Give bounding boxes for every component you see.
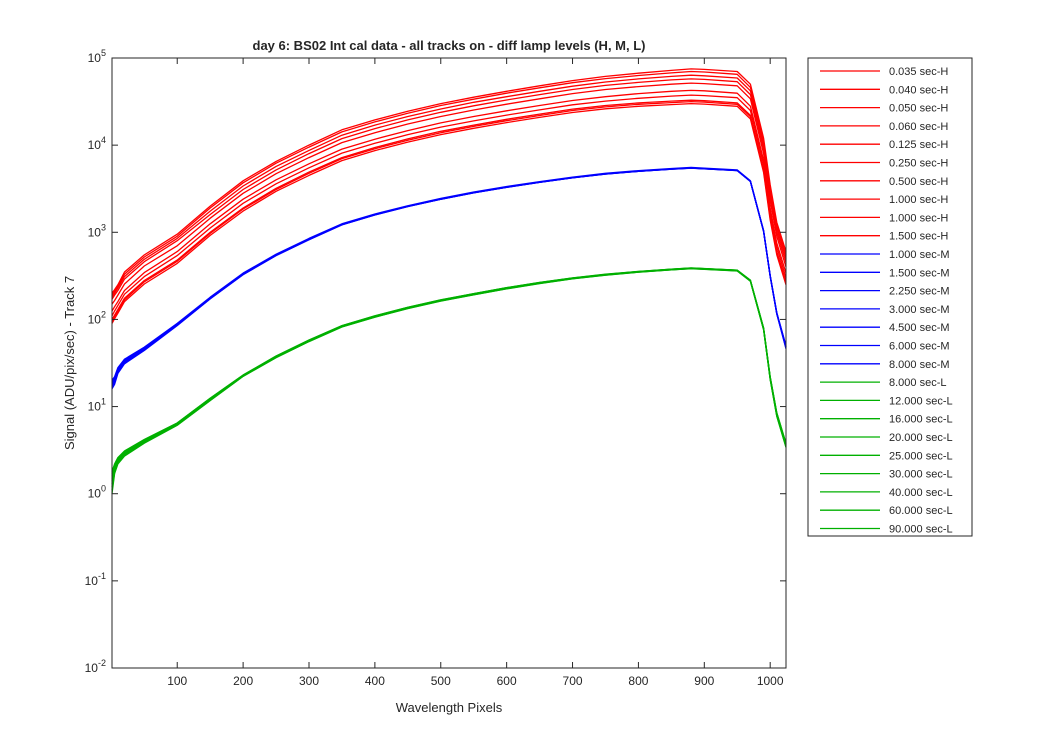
legend-label: 0.500 sec-H	[889, 176, 948, 188]
y-tick-label: 10-2	[85, 658, 106, 675]
y-axis-label: Signal (ADU/pix/sec) - Track 7	[62, 276, 77, 450]
x-tick-label: 300	[299, 674, 319, 688]
x-axis-label: Wavelength Pixels	[396, 700, 503, 715]
legend-label: 40.000 sec-L	[889, 487, 953, 499]
plot-area	[112, 58, 786, 668]
x-tick-label: 400	[365, 674, 385, 688]
legend-label: 90.000 sec-L	[889, 524, 953, 536]
y-tick-label: 102	[88, 309, 106, 326]
axes-layer: 100 200 300 400 500 600 700 800 900 1000 10-2 10-1 1…	[85, 48, 787, 688]
x-tick-label: 500	[431, 674, 451, 688]
legend-label: 20.000 sec-L	[889, 432, 953, 444]
series-line-17	[111, 167, 787, 390]
y-tick-label: 101	[88, 397, 106, 414]
x-tick-label: 800	[628, 674, 648, 688]
series-line-8	[111, 99, 787, 320]
series-layer	[111, 68, 787, 494]
legend-label: 1.000 sec-H	[889, 194, 948, 206]
legend-label: 1.500 sec-H	[889, 231, 948, 243]
x-tick-label: 100	[167, 674, 187, 688]
y-tick-label: 105	[88, 48, 106, 65]
series-line-26	[111, 268, 787, 494]
legend-label: 1.000 sec-M	[889, 249, 950, 261]
legend-label: 0.035 sec-H	[889, 66, 948, 78]
legend-label: 2.250 sec-M	[889, 286, 950, 298]
legend-label: 1.500 sec-M	[889, 267, 950, 279]
y-tick-label: 10-1	[85, 571, 106, 588]
series-line-9	[111, 100, 787, 322]
series-line-6	[111, 89, 787, 312]
legend-label: 0.040 sec-H	[889, 84, 948, 96]
legend-label: 3.000 sec-M	[889, 304, 950, 316]
legend-label: 0.250 sec-H	[889, 158, 948, 170]
x-tick-label: 200	[233, 674, 253, 688]
chart-title: day 6: BS02 Int cal data - all tracks on…	[253, 38, 646, 53]
y-tick-label: 103	[88, 222, 106, 239]
series-line-3	[111, 74, 787, 298]
legend-label: 25.000 sec-L	[889, 450, 953, 462]
series-line-4	[111, 78, 787, 300]
x-tick-label: 600	[497, 674, 517, 688]
series-line-10	[111, 102, 787, 324]
legend-label: 16.000 sec-L	[889, 414, 953, 426]
series-line-1	[111, 68, 787, 294]
y-tick-label: 104	[88, 135, 106, 152]
legend-label: 30.000 sec-L	[889, 469, 953, 481]
y-tick-label: 100	[88, 484, 106, 501]
legend: 0.035 sec-H 0.040 sec-H 0.050 sec-H 0.060 s…	[807, 57, 973, 537]
x-tick-label: 700	[563, 674, 583, 688]
legend-label: 0.050 sec-H	[889, 103, 948, 115]
legend-box	[807, 57, 973, 537]
legend-label: 8.000 sec-M	[889, 359, 950, 371]
legend-label: 6.000 sec-M	[889, 341, 950, 353]
series-line-2	[111, 70, 787, 296]
series-line-5	[111, 82, 787, 305]
legend-label: 8.000 sec-L	[889, 377, 946, 389]
legend-label: 0.125 sec-H	[889, 139, 948, 151]
legend-label: 60.000 sec-L	[889, 505, 953, 517]
x-tick-label: 900	[694, 674, 714, 688]
legend-label: 1.000 sec-H	[889, 212, 948, 224]
axes-frame	[111, 57, 787, 669]
series-line-7	[111, 94, 787, 317]
x-tick-label: 1000	[757, 674, 784, 688]
legend-label: 4.500 sec-M	[889, 322, 950, 334]
legend-label: 0.060 sec-H	[889, 121, 948, 133]
legend-label: 12.000 sec-L	[889, 395, 953, 407]
